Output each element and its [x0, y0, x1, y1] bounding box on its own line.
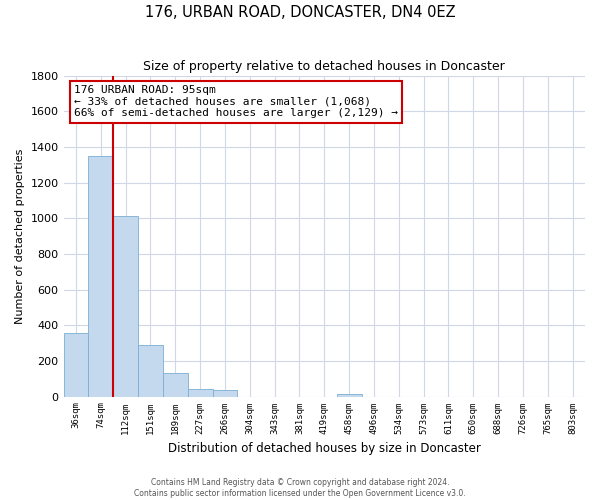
Title: Size of property relative to detached houses in Doncaster: Size of property relative to detached ho… [143, 60, 505, 73]
Bar [64, 333, 88, 396]
Bar [212, 390, 238, 396]
X-axis label: Distribution of detached houses by size in Doncaster: Distribution of detached houses by size … [168, 442, 481, 455]
Text: 176, URBAN ROAD, DONCASTER, DN4 0EZ: 176, URBAN ROAD, DONCASTER, DN4 0EZ [145, 5, 455, 20]
Bar [337, 394, 362, 396]
Bar [188, 388, 212, 396]
Y-axis label: Number of detached properties: Number of detached properties [15, 148, 25, 324]
Bar [163, 374, 188, 396]
Bar [88, 156, 113, 396]
Bar [113, 216, 138, 396]
Bar [138, 345, 163, 397]
Text: Contains HM Land Registry data © Crown copyright and database right 2024.
Contai: Contains HM Land Registry data © Crown c… [134, 478, 466, 498]
Text: 176 URBAN ROAD: 95sqm
← 33% of detached houses are smaller (1,068)
66% of semi-d: 176 URBAN ROAD: 95sqm ← 33% of detached … [74, 85, 398, 118]
